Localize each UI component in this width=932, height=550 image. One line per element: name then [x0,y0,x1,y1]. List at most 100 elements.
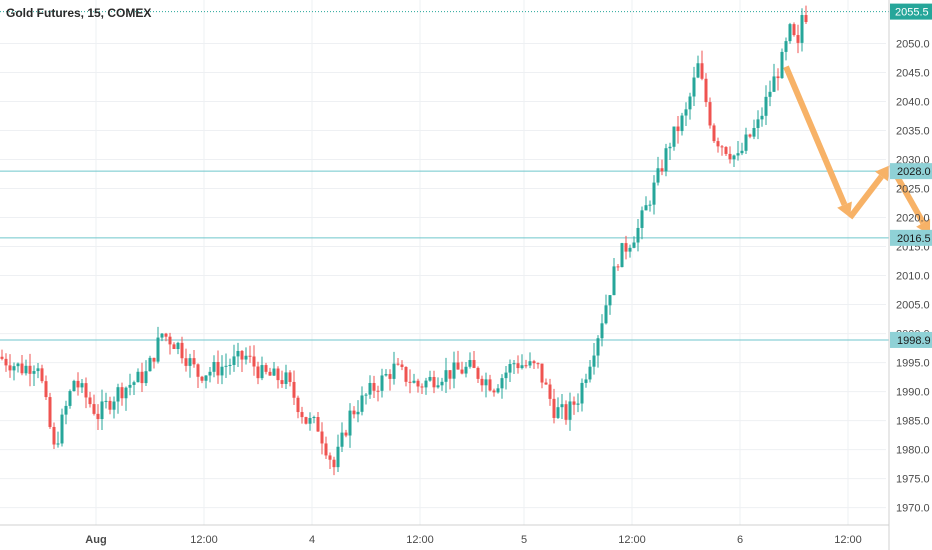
y-tick-label: 2010.0 [896,271,930,283]
y-tick-label: 1985.0 [896,416,930,428]
candle [552,388,556,424]
candle [504,365,508,390]
candle [132,380,136,396]
candle [700,50,704,81]
candle [204,375,208,389]
candle [92,394,96,416]
candle [784,37,788,61]
candle [240,350,244,372]
candle [272,361,276,377]
candle [344,429,348,438]
candle [608,294,612,315]
candle [420,383,424,395]
candle [320,422,324,455]
last-price-label: 2055.5 [895,7,929,19]
candle [488,374,492,392]
candle [800,8,804,52]
candle [252,345,256,376]
candle [668,142,672,160]
candle [740,142,744,156]
candle [376,385,380,402]
candle [292,370,296,406]
candle [180,336,184,364]
candle [216,350,220,384]
candle [632,236,636,249]
candle [792,22,796,37]
candle [516,355,520,374]
candle [764,85,768,126]
candle [52,422,56,449]
candle [256,361,260,385]
candle [464,362,468,378]
candle [224,353,228,379]
candle [408,369,412,394]
candle [416,378,420,393]
candle [612,258,616,296]
y-tick-label: 2045.0 [896,68,930,80]
candle [696,55,700,79]
candle [788,22,792,44]
candle [316,412,320,432]
candle [456,350,460,370]
candle [384,369,388,377]
projection-arrow [891,169,931,235]
grid [0,0,886,525]
candle [664,143,668,177]
candle [368,375,372,399]
x-tick-label: 12:00 [406,534,434,546]
candle [36,362,40,379]
candle [356,400,360,423]
candle [588,360,592,383]
candle [76,372,80,396]
x-tick-label: 12:00 [834,534,862,546]
candle [496,384,500,394]
candle [724,146,728,156]
candle [112,396,116,419]
candle [436,377,440,389]
candle [772,63,776,92]
price-level-label: 1998.9 [897,335,931,347]
y-tick-label: 2020.0 [896,213,930,225]
last-price-label-bg [890,3,932,20]
candle [480,375,484,392]
candle [276,366,280,389]
y-tick-label: 1995.0 [896,358,930,370]
candle [28,353,32,387]
candle [152,357,156,369]
candle [340,422,344,453]
candle [212,355,216,378]
candle [232,344,236,372]
candle [564,400,568,425]
candle [400,360,404,371]
candle [348,403,352,448]
candle [528,352,532,369]
candle [144,360,148,387]
candle [392,351,396,385]
candle [748,133,752,139]
candle [268,367,272,376]
candle [196,363,200,389]
candle [628,244,632,258]
candle [728,146,732,164]
candle [524,359,528,369]
candle [452,351,456,389]
price-level-label: 2016.5 [897,233,931,245]
candle [32,365,36,387]
candle [184,348,188,372]
candle [760,107,764,127]
price-levels [0,11,889,341]
candle [44,375,48,401]
candle [248,345,252,363]
candle [304,416,308,425]
candle [636,218,640,252]
candle [768,80,772,107]
candle [128,373,132,396]
candle [424,377,428,395]
candle [176,341,180,355]
candle [372,375,376,398]
projection-arrow [847,165,890,220]
candle [680,112,684,136]
candle [296,395,300,419]
candle [64,400,68,425]
